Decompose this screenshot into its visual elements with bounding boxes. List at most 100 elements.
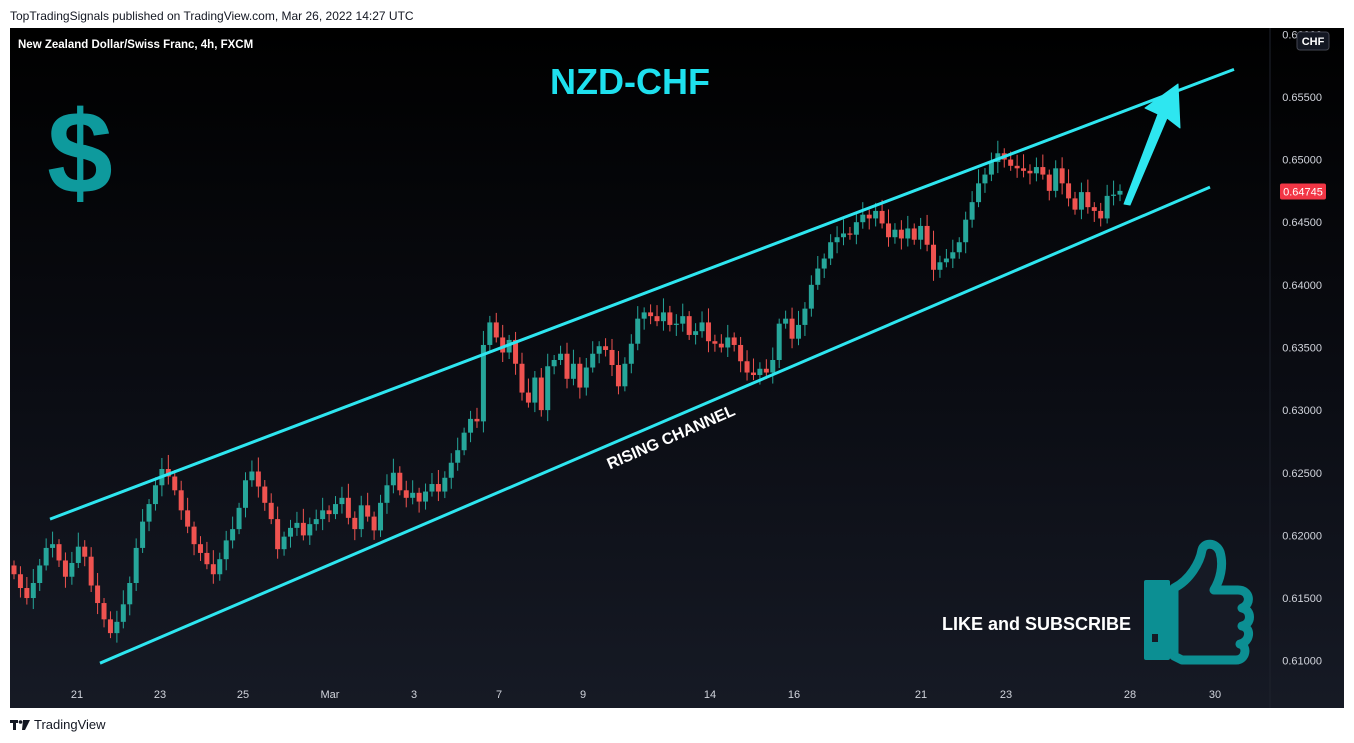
time-axis[interactable]: 21 23 25 Mar 3 7 9 14 16 21 23 28 30 bbox=[71, 689, 1221, 701]
candle-body bbox=[551, 360, 557, 367]
candle bbox=[783, 310, 789, 329]
candle-body bbox=[898, 229, 904, 239]
candle bbox=[1046, 169, 1052, 201]
candle-body bbox=[924, 225, 930, 245]
candle bbox=[834, 226, 840, 254]
candle bbox=[429, 473, 435, 497]
candle-body bbox=[56, 544, 62, 561]
candle bbox=[275, 506, 281, 559]
candle bbox=[300, 508, 306, 541]
channel-upper-line[interactable] bbox=[49, 67, 1235, 521]
candle-body bbox=[879, 210, 885, 224]
candle-body bbox=[365, 505, 371, 517]
price-chart[interactable]: 0.61000 0.61500 0.62000 0.62500 0.63000 0.635… bbox=[10, 28, 1344, 708]
candle bbox=[217, 552, 223, 581]
candle-body bbox=[249, 471, 255, 481]
candle-body bbox=[1104, 195, 1110, 219]
candle bbox=[326, 505, 332, 523]
candle bbox=[262, 480, 268, 511]
candle-body bbox=[262, 486, 268, 503]
candle-body bbox=[435, 484, 441, 492]
rising-channel[interactable] bbox=[49, 67, 1235, 665]
candle bbox=[789, 307, 795, 349]
candle-body bbox=[75, 546, 81, 563]
candle bbox=[763, 359, 769, 380]
time-tick-label: 25 bbox=[237, 689, 249, 701]
candle bbox=[654, 305, 660, 327]
candle-body bbox=[410, 492, 416, 498]
candle bbox=[808, 275, 814, 317]
candle bbox=[152, 477, 158, 511]
candle-body bbox=[686, 316, 692, 335]
candle bbox=[320, 497, 326, 531]
tradingview-logo[interactable]: TradingView bbox=[10, 717, 106, 732]
candle bbox=[133, 538, 139, 592]
price-tick-label: 0.62000 bbox=[1282, 530, 1322, 542]
candle-body bbox=[918, 225, 924, 240]
candle bbox=[718, 334, 724, 353]
candle-body bbox=[590, 353, 596, 368]
candle bbox=[442, 471, 448, 499]
candle-body bbox=[1085, 192, 1091, 208]
candle bbox=[384, 474, 390, 514]
candle bbox=[853, 212, 859, 245]
candle-body bbox=[513, 339, 519, 364]
candle bbox=[886, 209, 892, 247]
candle-body bbox=[808, 284, 814, 309]
candle bbox=[699, 311, 705, 338]
candle bbox=[114, 610, 120, 643]
candle-body bbox=[770, 360, 776, 373]
candle-body bbox=[191, 526, 197, 545]
candle bbox=[480, 330, 486, 433]
time-tick-label: 7 bbox=[496, 689, 502, 701]
candle bbox=[950, 239, 956, 269]
candle bbox=[513, 331, 519, 375]
candle bbox=[390, 458, 396, 494]
candle bbox=[750, 358, 756, 381]
candle-body bbox=[795, 324, 801, 339]
candle bbox=[345, 483, 351, 525]
candle-body bbox=[911, 228, 917, 240]
candle-body bbox=[82, 546, 88, 557]
candle bbox=[866, 209, 872, 230]
candle bbox=[564, 342, 570, 389]
candle bbox=[365, 492, 371, 522]
candle-body bbox=[448, 462, 454, 478]
currency-badge[interactable]: CHF bbox=[1296, 31, 1330, 51]
candle-body bbox=[133, 547, 139, 584]
candle bbox=[236, 502, 242, 535]
candle bbox=[423, 483, 429, 510]
price-axis[interactable]: 0.61000 0.61500 0.62000 0.62500 0.63000 0.635… bbox=[1282, 29, 1322, 667]
candle-body bbox=[197, 544, 203, 553]
candle bbox=[519, 352, 525, 401]
candle bbox=[448, 453, 454, 489]
candle-body bbox=[114, 621, 120, 634]
channel-lower-line[interactable] bbox=[99, 185, 1211, 665]
candle-body bbox=[37, 565, 43, 584]
candle bbox=[30, 568, 36, 610]
candle bbox=[1098, 202, 1104, 227]
candle bbox=[1078, 182, 1084, 220]
candle bbox=[577, 357, 583, 399]
candle bbox=[230, 516, 236, 549]
candle bbox=[371, 511, 377, 540]
candle-body bbox=[474, 418, 480, 422]
candle-body bbox=[622, 363, 628, 387]
candle-body bbox=[750, 372, 756, 376]
candle bbox=[1085, 179, 1091, 214]
thumbs-up-icon[interactable] bbox=[1144, 539, 1254, 665]
candle-body bbox=[667, 312, 673, 325]
candle bbox=[197, 536, 203, 561]
up-arrow-icon[interactable] bbox=[1123, 83, 1181, 206]
candle-body bbox=[217, 559, 223, 575]
candle-body bbox=[654, 316, 660, 322]
candle-body bbox=[1021, 168, 1027, 171]
candle bbox=[333, 496, 339, 520]
candle-body bbox=[429, 484, 435, 492]
candle bbox=[307, 517, 313, 545]
chart-panel[interactable]: 0.61000 0.61500 0.62000 0.62500 0.63000 0.635… bbox=[10, 28, 1344, 708]
candle bbox=[1021, 154, 1027, 178]
candle-body bbox=[660, 312, 666, 322]
candle bbox=[963, 211, 969, 254]
candle-body bbox=[570, 363, 576, 379]
